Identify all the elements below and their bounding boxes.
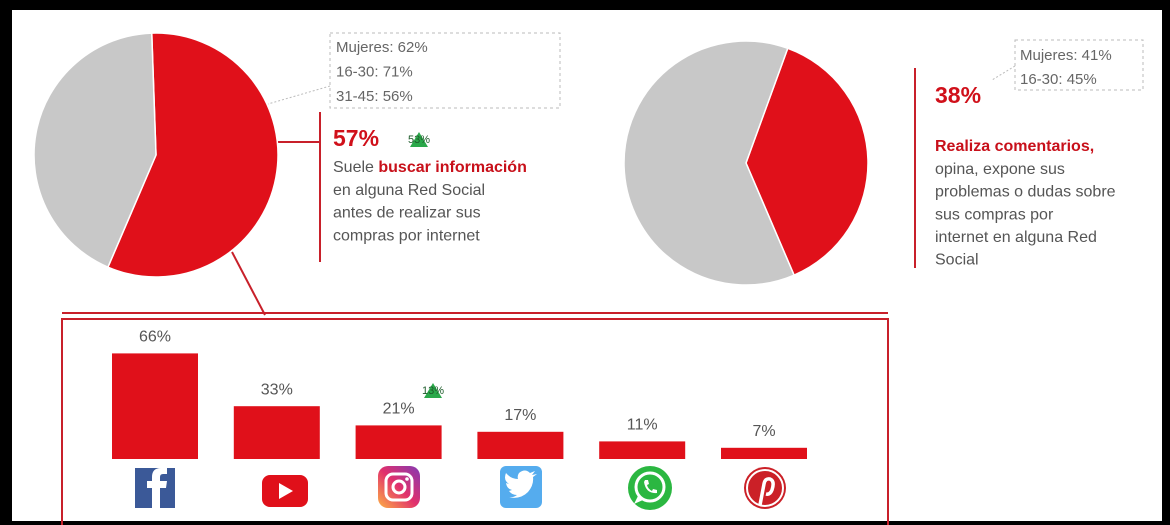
value-label: 7% xyxy=(752,423,775,440)
bar xyxy=(721,447,807,459)
description: problemas o dudas sobre xyxy=(935,184,1116,201)
bar xyxy=(355,425,442,459)
badge: 53% xyxy=(408,134,430,146)
value-label: 66% xyxy=(139,329,171,346)
description-highlight: buscar información xyxy=(378,159,526,176)
bar-panel xyxy=(61,318,889,525)
frame xyxy=(0,0,12,525)
value-label: 11% xyxy=(627,417,658,434)
badge-shape xyxy=(424,383,442,398)
bar xyxy=(233,406,320,459)
annotation: Mujeres: 41% xyxy=(1020,47,1112,64)
pinterest-icon xyxy=(744,467,786,509)
annotation: Mujeres: 62% xyxy=(336,39,428,56)
description: compras por internet xyxy=(333,227,480,244)
youtube-icon xyxy=(262,475,308,507)
annotation: 16-30: 45% xyxy=(1020,71,1097,88)
annotation: 31-45: 56% xyxy=(336,88,413,105)
value-label: 38% xyxy=(935,82,981,108)
value-label: 57% xyxy=(333,125,379,151)
value-label: 33% xyxy=(261,381,293,398)
description: internet en alguna Red xyxy=(935,229,1097,246)
annotation-box xyxy=(329,32,561,109)
facebook-icon xyxy=(135,468,175,508)
bar xyxy=(112,353,198,459)
bar xyxy=(477,431,564,459)
description-lead: Suele xyxy=(333,159,378,176)
pie-slice xyxy=(33,32,157,269)
connector xyxy=(231,251,266,316)
pie-slice xyxy=(106,32,279,278)
description: Suele buscar información xyxy=(333,159,527,176)
instagram-icon xyxy=(378,466,420,508)
description: sus compras por xyxy=(935,206,1054,223)
bar xyxy=(599,441,686,459)
frame xyxy=(0,521,1170,525)
description: opina, expone sus xyxy=(935,161,1065,178)
twitter-icon xyxy=(500,466,542,508)
connector xyxy=(267,85,331,105)
value-label: 17% xyxy=(504,407,536,424)
description: Social xyxy=(935,252,979,269)
value-label: 21% xyxy=(383,401,415,418)
frame xyxy=(0,0,1170,10)
badge-shape xyxy=(410,132,428,147)
description: en alguna Red Social xyxy=(333,182,485,199)
annotation-box xyxy=(1014,39,1144,91)
annotation: 16-30: 71% xyxy=(336,63,413,80)
pie-slice xyxy=(745,47,869,277)
whatsapp-icon xyxy=(628,466,672,510)
badge: 13% xyxy=(422,385,444,397)
connector xyxy=(991,65,1016,81)
frame xyxy=(1162,0,1170,525)
description: antes de realizar sus xyxy=(333,205,481,222)
pie-slice xyxy=(623,40,796,286)
description-highlight: Realiza comentarios, xyxy=(935,138,1094,155)
